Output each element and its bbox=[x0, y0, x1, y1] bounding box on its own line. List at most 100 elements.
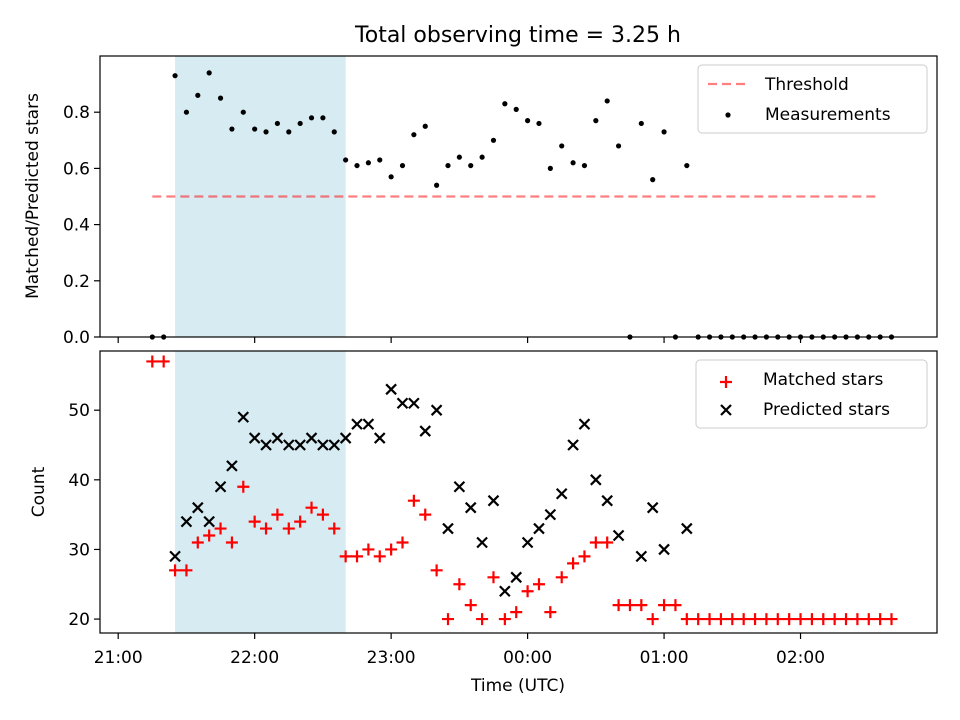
measurement-point bbox=[479, 154, 485, 160]
predicted-star-point bbox=[487, 494, 500, 507]
matched-star-point bbox=[487, 571, 500, 584]
measurement-point bbox=[604, 98, 610, 104]
measurement-point bbox=[183, 109, 190, 115]
measurement-point bbox=[456, 154, 462, 160]
matched-star-point bbox=[191, 536, 204, 549]
bottom-y-tick-label: 30 bbox=[68, 540, 90, 560]
matched-star-point bbox=[783, 613, 796, 626]
matched-star-point bbox=[305, 501, 318, 514]
x-axis-label: Time (UTC) bbox=[470, 676, 565, 696]
matched-star-point bbox=[498, 613, 511, 626]
measurement-point bbox=[615, 143, 622, 149]
bottom-legend: Matched stars Predicted stars bbox=[695, 359, 928, 429]
matched-star-point bbox=[623, 599, 636, 612]
predicted-star-point bbox=[214, 481, 227, 493]
matched-star-point bbox=[646, 613, 659, 626]
matched-stars-points bbox=[146, 355, 898, 626]
measurement-point bbox=[240, 109, 246, 115]
predicted-star-point bbox=[317, 439, 329, 451]
legend-measurements-swatch bbox=[725, 112, 731, 118]
measurement-point bbox=[502, 101, 508, 107]
matched-star-point bbox=[885, 613, 898, 626]
measurement-point bbox=[354, 162, 360, 169]
bottom-y-ticks: 20 30 40 50 bbox=[68, 401, 100, 630]
measurement-point bbox=[297, 120, 303, 127]
matched-star-point bbox=[805, 613, 818, 626]
matched-star-point bbox=[453, 578, 466, 591]
predicted-star-point bbox=[260, 439, 272, 451]
matched-star-point bbox=[658, 599, 671, 612]
matched-star-point bbox=[771, 613, 784, 626]
matched-star-point bbox=[521, 585, 534, 598]
predicted-star-point bbox=[339, 432, 352, 444]
observing-interval-shade bbox=[175, 56, 346, 337]
predicted-star-point bbox=[453, 481, 466, 493]
top-y-tick-label: 0.0 bbox=[63, 328, 90, 348]
top-axes-frame bbox=[99, 55, 938, 338]
bottom-y-axis-label: Count bbox=[29, 466, 49, 517]
measurement-point bbox=[684, 162, 690, 169]
top-panel: 0.00.20.40.60.8 Matched/Predicted stars … bbox=[23, 55, 938, 348]
measurement-point bbox=[286, 129, 292, 135]
predicted-star-point bbox=[658, 543, 670, 556]
top-y-tick-label: 0.8 bbox=[63, 103, 90, 123]
matched-star-point bbox=[396, 536, 409, 549]
matched-star-point bbox=[180, 564, 193, 577]
matched-star-point bbox=[703, 613, 716, 626]
measurement-point bbox=[650, 177, 656, 183]
matched-star-point bbox=[840, 613, 853, 626]
measurement-point bbox=[547, 165, 553, 171]
predicted-star-point bbox=[373, 432, 386, 444]
predicted-star-point bbox=[521, 536, 534, 549]
matched-star-point bbox=[476, 613, 489, 626]
measurement-point bbox=[422, 123, 428, 129]
matched-star-point bbox=[328, 522, 341, 535]
predicted-star-point bbox=[533, 522, 545, 535]
measurement-point bbox=[252, 126, 258, 132]
top-y-tick-label: 0.2 bbox=[63, 272, 90, 292]
predicted-star-point bbox=[294, 439, 306, 451]
predicted-star-point bbox=[328, 439, 341, 451]
matched-star-point bbox=[817, 613, 830, 626]
matched-star-point bbox=[203, 529, 216, 542]
matched-star-point bbox=[373, 550, 386, 563]
matched-star-point bbox=[385, 543, 398, 556]
bottom-y-tick-label: 50 bbox=[68, 401, 90, 421]
predicted-star-point bbox=[544, 508, 557, 521]
matched-star-point bbox=[282, 522, 295, 535]
bottom-axes-frame bbox=[99, 350, 938, 634]
predicted-star-point bbox=[612, 529, 625, 542]
matched-star-point bbox=[146, 355, 159, 368]
matched-star-point bbox=[669, 599, 682, 612]
predicted-star-point bbox=[499, 585, 511, 597]
predicted-star-point bbox=[555, 487, 568, 500]
predicted-star-point bbox=[681, 522, 693, 535]
matched-star-point bbox=[430, 564, 443, 577]
matched-star-point bbox=[407, 494, 420, 507]
predicted-star-point bbox=[169, 550, 181, 563]
matched-star-point bbox=[157, 355, 170, 368]
measurement-point bbox=[229, 126, 235, 132]
matched-star-point bbox=[248, 515, 261, 528]
matched-star-point bbox=[169, 564, 182, 577]
top-legend: Threshold Measurements bbox=[697, 64, 928, 134]
legend-matched-label: Matched stars bbox=[763, 370, 883, 390]
predicted-stars-points bbox=[169, 383, 693, 597]
legend-predicted-swatch bbox=[720, 404, 732, 416]
matched-star-point bbox=[874, 613, 887, 626]
predicted-star-point bbox=[419, 425, 432, 437]
measurement-point bbox=[661, 129, 667, 135]
predicted-star-point bbox=[305, 432, 318, 444]
matched-star-point bbox=[828, 613, 841, 626]
measurement-point bbox=[570, 160, 576, 166]
legend-threshold-label: Threshold bbox=[764, 75, 849, 95]
x-tick-label: 01:00 bbox=[640, 648, 689, 668]
matched-star-point bbox=[612, 599, 625, 612]
measurement-point bbox=[524, 118, 531, 124]
predicted-star-point bbox=[192, 501, 204, 514]
matched-star-point bbox=[635, 599, 648, 612]
measurement-point bbox=[411, 132, 417, 138]
measurement-point bbox=[172, 73, 178, 79]
measurement-point bbox=[536, 120, 542, 127]
